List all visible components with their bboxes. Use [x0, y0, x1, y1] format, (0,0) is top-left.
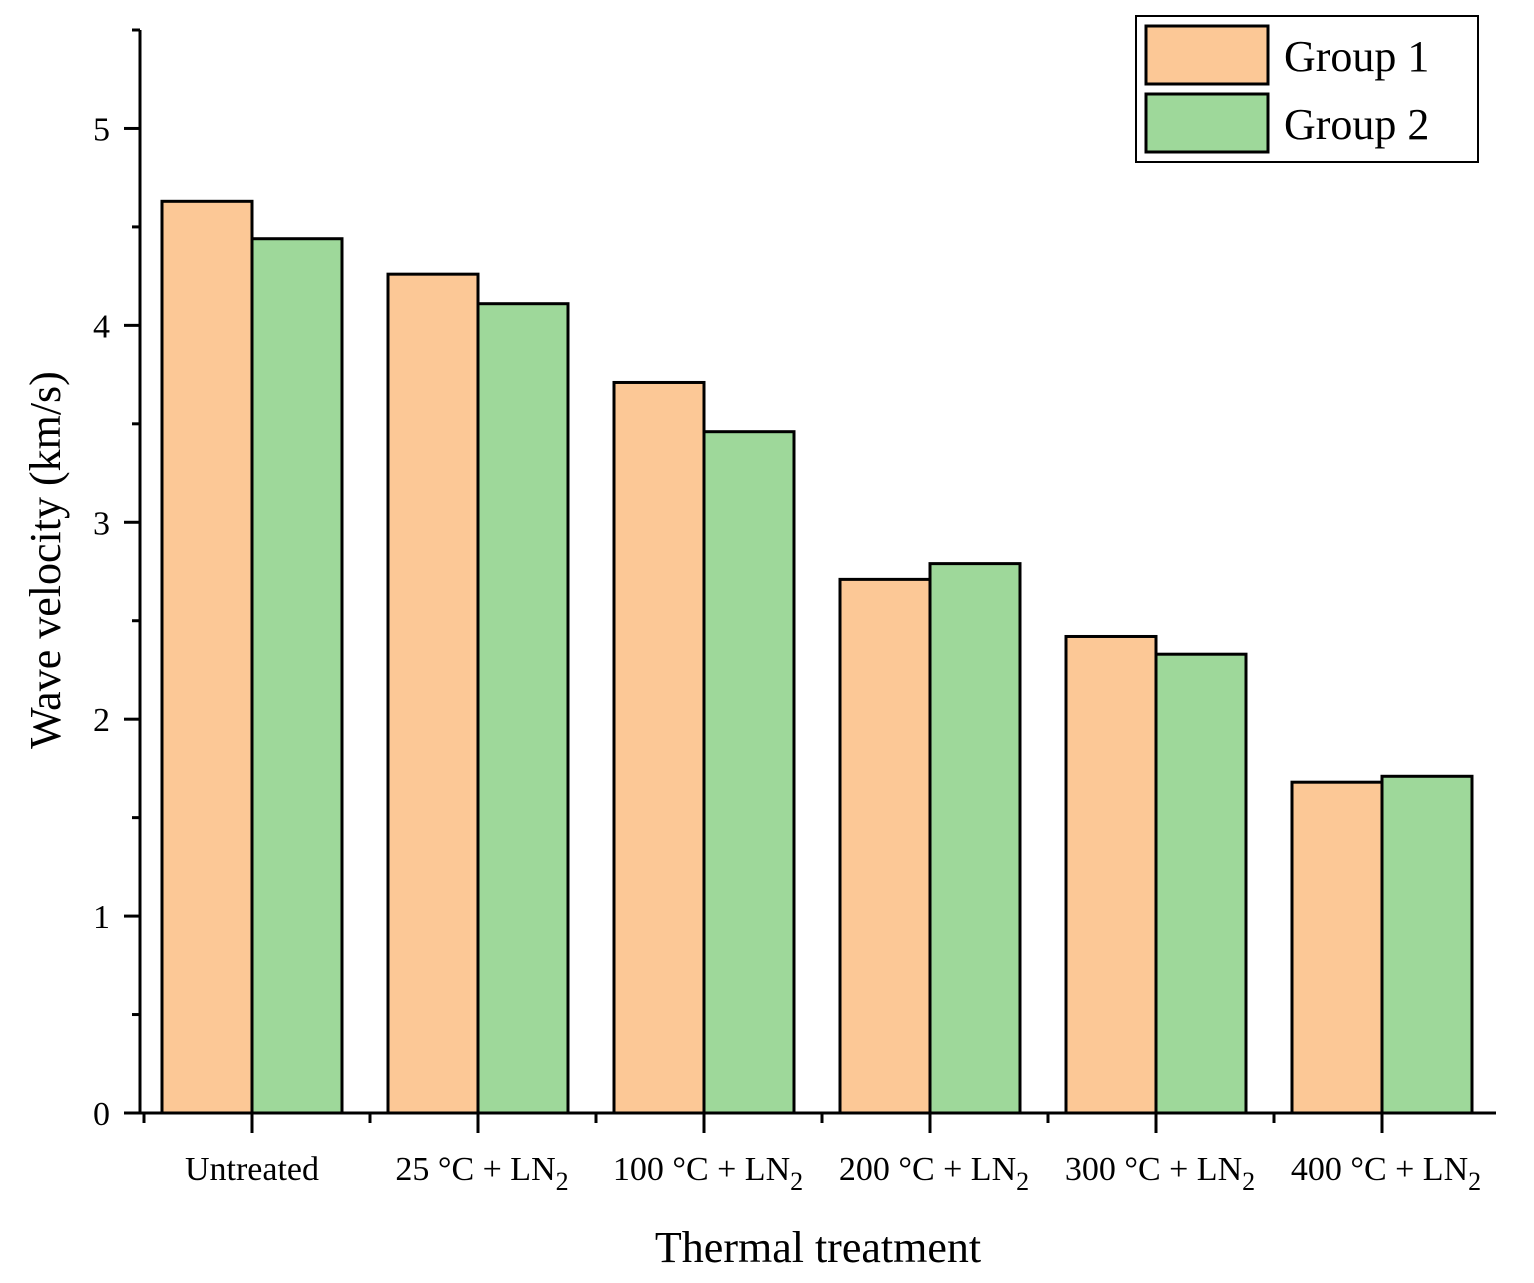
y-tick-label: 5 — [93, 111, 110, 148]
legend-swatch-2 — [1144, 92, 1270, 154]
x-tick-label: 300 °C + LN2 — [1065, 1151, 1255, 1196]
y-axis-title: Wave velocity (km/s) — [21, 371, 70, 749]
bar-2-2 — [476, 302, 570, 1115]
x-tick-label-main: 300 °C + LN — [1065, 1151, 1242, 1188]
y-tick-label: 4 — [93, 308, 110, 345]
x-tick-label-subscript: 2 — [790, 1167, 803, 1196]
x-axis-title: Thermal treatment — [655, 1223, 981, 1272]
x-tick-label: 200 °C + LN2 — [839, 1151, 1029, 1196]
x-tick-label-main: 100 °C + LN — [613, 1151, 790, 1188]
x-tick-label: 400 °C + LN2 — [1291, 1151, 1481, 1196]
x-tick-label-subscript: 2 — [1242, 1167, 1255, 1196]
y-tick-label: 2 — [93, 702, 110, 739]
bar-2-3 — [702, 430, 796, 1115]
bar-2-6 — [1380, 774, 1474, 1115]
x-tick-label-main: 400 °C + LN — [1291, 1151, 1468, 1188]
legend: Group 1 Group 2 — [1135, 15, 1479, 163]
x-tick-label: 25 °C + LN2 — [395, 1151, 568, 1196]
bar-1-4 — [838, 577, 932, 1115]
y-tick-label: 0 — [93, 1096, 110, 1133]
bar-2-1 — [250, 237, 344, 1115]
x-tick-label-main: 200 °C + LN — [839, 1151, 1016, 1188]
bar-1-3 — [612, 380, 706, 1115]
x-tick-label-main: Untreated — [185, 1151, 319, 1188]
legend-label-1: Group 1 — [1284, 32, 1429, 81]
x-tick-label: 100 °C + LN2 — [613, 1151, 803, 1196]
x-tick-label-main: 25 °C + LN — [395, 1151, 555, 1188]
y-tick-label: 3 — [93, 505, 110, 542]
bar-1-1 — [160, 199, 254, 1115]
x-tick-label-subscript: 2 — [1016, 1167, 1029, 1196]
bar-1-6 — [1290, 780, 1384, 1115]
legend-swatch-1 — [1144, 24, 1270, 86]
x-tick-label: Untreated — [185, 1151, 319, 1188]
bar-1-5 — [1064, 634, 1158, 1115]
bar-2-4 — [928, 562, 1022, 1115]
x-tick-label-subscript: 2 — [556, 1167, 569, 1196]
bars-layer — [160, 199, 1474, 1115]
x-tick-label-subscript: 2 — [1468, 1167, 1481, 1196]
y-tick-label: 1 — [93, 899, 110, 936]
legend-label-2: Group 2 — [1284, 100, 1429, 149]
bar-1-2 — [386, 272, 480, 1115]
bar-2-5 — [1154, 652, 1248, 1115]
